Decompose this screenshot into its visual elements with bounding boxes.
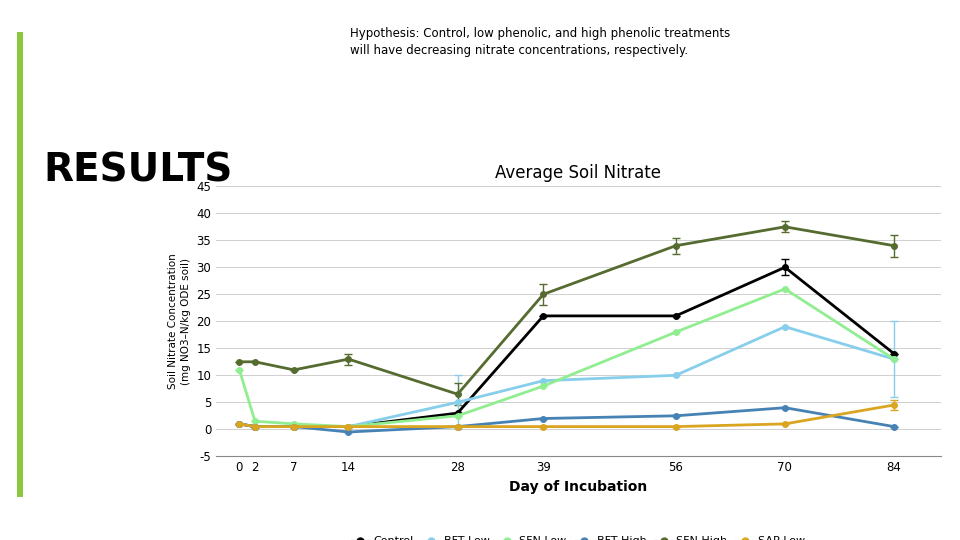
Legend: Control, BFT Low, SFN Low, BFT High, SFN High, SAP Low: Control, BFT Low, SFN Low, BFT High, SFN… (348, 532, 809, 540)
Text: Hypothesis: Control, low phenolic, and high phenolic treatments
will have decrea: Hypothesis: Control, low phenolic, and h… (350, 27, 731, 57)
Y-axis label: Soil Nitrate Concentration
(mg NO3–N/kg ODE soil): Soil Nitrate Concentration (mg NO3–N/kg … (168, 253, 191, 389)
Title: Average Soil Nitrate: Average Soil Nitrate (495, 164, 661, 182)
X-axis label: Day of Incubation: Day of Incubation (509, 480, 648, 494)
Text: RESULTS: RESULTS (43, 151, 232, 189)
